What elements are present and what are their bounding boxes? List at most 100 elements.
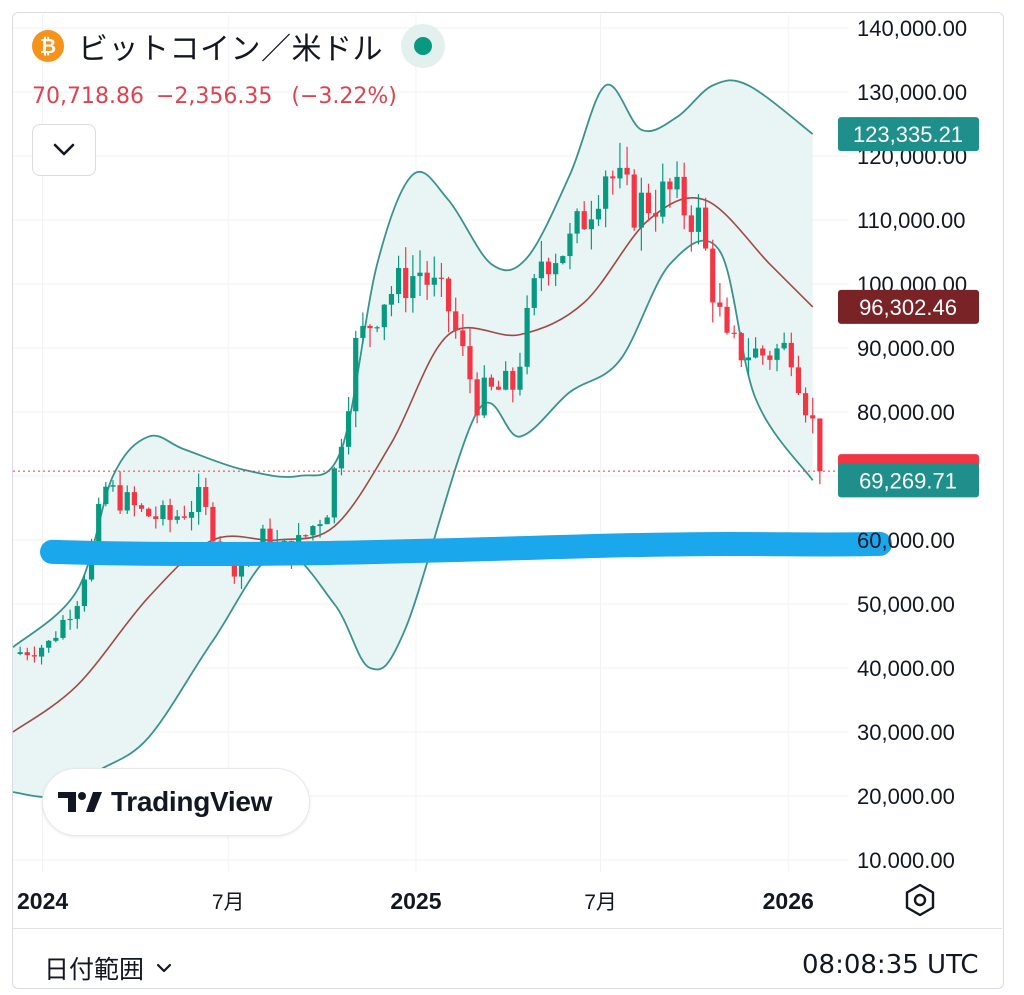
candle-body (810, 415, 816, 419)
candle-body (510, 370, 516, 390)
market-status-icon (401, 24, 445, 68)
candle-body (74, 606, 80, 619)
candle-body (24, 652, 30, 656)
candle-body (310, 526, 316, 536)
settings-hexagon-icon[interactable] (902, 882, 938, 918)
candle-body (710, 248, 716, 303)
candle-body (653, 213, 659, 217)
candle-body (503, 370, 509, 390)
candle-body (688, 215, 694, 232)
candle-body (146, 508, 152, 517)
y-tick-label: 130,000.00 (857, 80, 967, 105)
candle-body (181, 516, 187, 518)
last-price: 70,718.86 (32, 84, 144, 109)
price-label-text: 123,335.21 (853, 122, 963, 147)
bollinger-band-fill (13, 80, 813, 798)
candle-body (581, 211, 587, 230)
candle-body (645, 192, 652, 214)
bollinger-upper-line (12, 79, 814, 648)
candle-body (495, 386, 502, 390)
candle-body (531, 278, 537, 308)
candle-body (681, 176, 687, 216)
candle-body (46, 640, 52, 648)
candle-body (474, 379, 480, 416)
candle-body (767, 355, 773, 360)
y-tick-label: 40,000.00 (857, 656, 955, 681)
candle-body (367, 325, 373, 329)
y-tick-label: 60,000.00 (857, 528, 955, 553)
candle-body (67, 618, 73, 621)
candle-body (267, 528, 273, 552)
candle-body (560, 256, 566, 264)
candle-body (38, 647, 45, 657)
candle-body (488, 377, 495, 387)
candle-body (610, 176, 616, 179)
candle-body (538, 261, 544, 279)
candle-body (460, 330, 466, 347)
candle-body (545, 261, 552, 275)
candle-body (817, 418, 823, 472)
candle-body (117, 485, 123, 511)
candle-body (196, 487, 202, 512)
candle-body (445, 278, 452, 312)
candle-body (60, 619, 66, 638)
candle-body (481, 377, 487, 416)
candle-body (774, 348, 780, 360)
price-summary: 70,718.86 −2,356.35 (−3.22%) (32, 84, 397, 109)
price-label-text: 96,302.46 (859, 295, 957, 320)
y-tick-label: 110,000.00 (857, 208, 965, 233)
y-tick-label: 80,000.00 (857, 400, 955, 425)
symbol-header[interactable]: ₿ ビットコイン／米ドル (32, 24, 445, 68)
candle-body (124, 492, 130, 511)
candle-body (81, 579, 88, 607)
candle-body (167, 505, 173, 520)
price-change-percent: (−3.22%) (291, 84, 397, 109)
logo-text: TradingView (111, 786, 273, 817)
candle-body (53, 637, 59, 641)
candle-body (324, 517, 330, 525)
candle-body (760, 348, 766, 356)
candle-body (260, 528, 266, 547)
candle-body (153, 516, 159, 520)
candle-body (603, 176, 609, 209)
candle-body (238, 559, 245, 577)
price-label-text: 69,269.71 (859, 468, 957, 493)
symbol-title: ビットコイン／米ドル (78, 32, 383, 67)
candle-body (110, 485, 116, 487)
candle-body (517, 366, 523, 390)
candle-body (588, 219, 594, 230)
candle-body (431, 277, 437, 285)
candle-body (667, 181, 673, 190)
expand-button[interactable] (32, 124, 96, 176)
bitcoin-icon: ₿ (32, 30, 64, 62)
candle-body (553, 263, 559, 275)
candle-body (160, 505, 166, 520)
chevron-down-icon (53, 143, 75, 156)
candle-body (695, 207, 702, 232)
candle-body (424, 272, 430, 285)
candle-body (317, 524, 323, 527)
candle-body (96, 504, 102, 543)
tradingview-logo[interactable]: TradingView (42, 768, 310, 836)
y-tick-label: 140,000.00 (857, 16, 967, 41)
candle-body (188, 511, 195, 518)
candle-body (524, 307, 530, 367)
date-range-selector[interactable]: 日付範囲 (44, 950, 172, 986)
price-label-badge (838, 463, 979, 498)
candle-body (738, 333, 744, 361)
candle-body (717, 302, 723, 307)
candle-body (210, 506, 216, 542)
candle-body (795, 367, 802, 394)
candle-body (438, 277, 445, 279)
utc-clock: 08:08:35 UTC (802, 950, 979, 980)
candle-body (595, 208, 602, 220)
candle-body (138, 505, 145, 509)
candle-body (203, 487, 209, 507)
candle-body (781, 342, 787, 349)
candle-body (103, 486, 109, 505)
y-tick-label: 20,000.00 (857, 784, 955, 809)
candle-body (631, 174, 637, 228)
highlight-stroke (40, 531, 892, 567)
candle-body (374, 327, 380, 329)
